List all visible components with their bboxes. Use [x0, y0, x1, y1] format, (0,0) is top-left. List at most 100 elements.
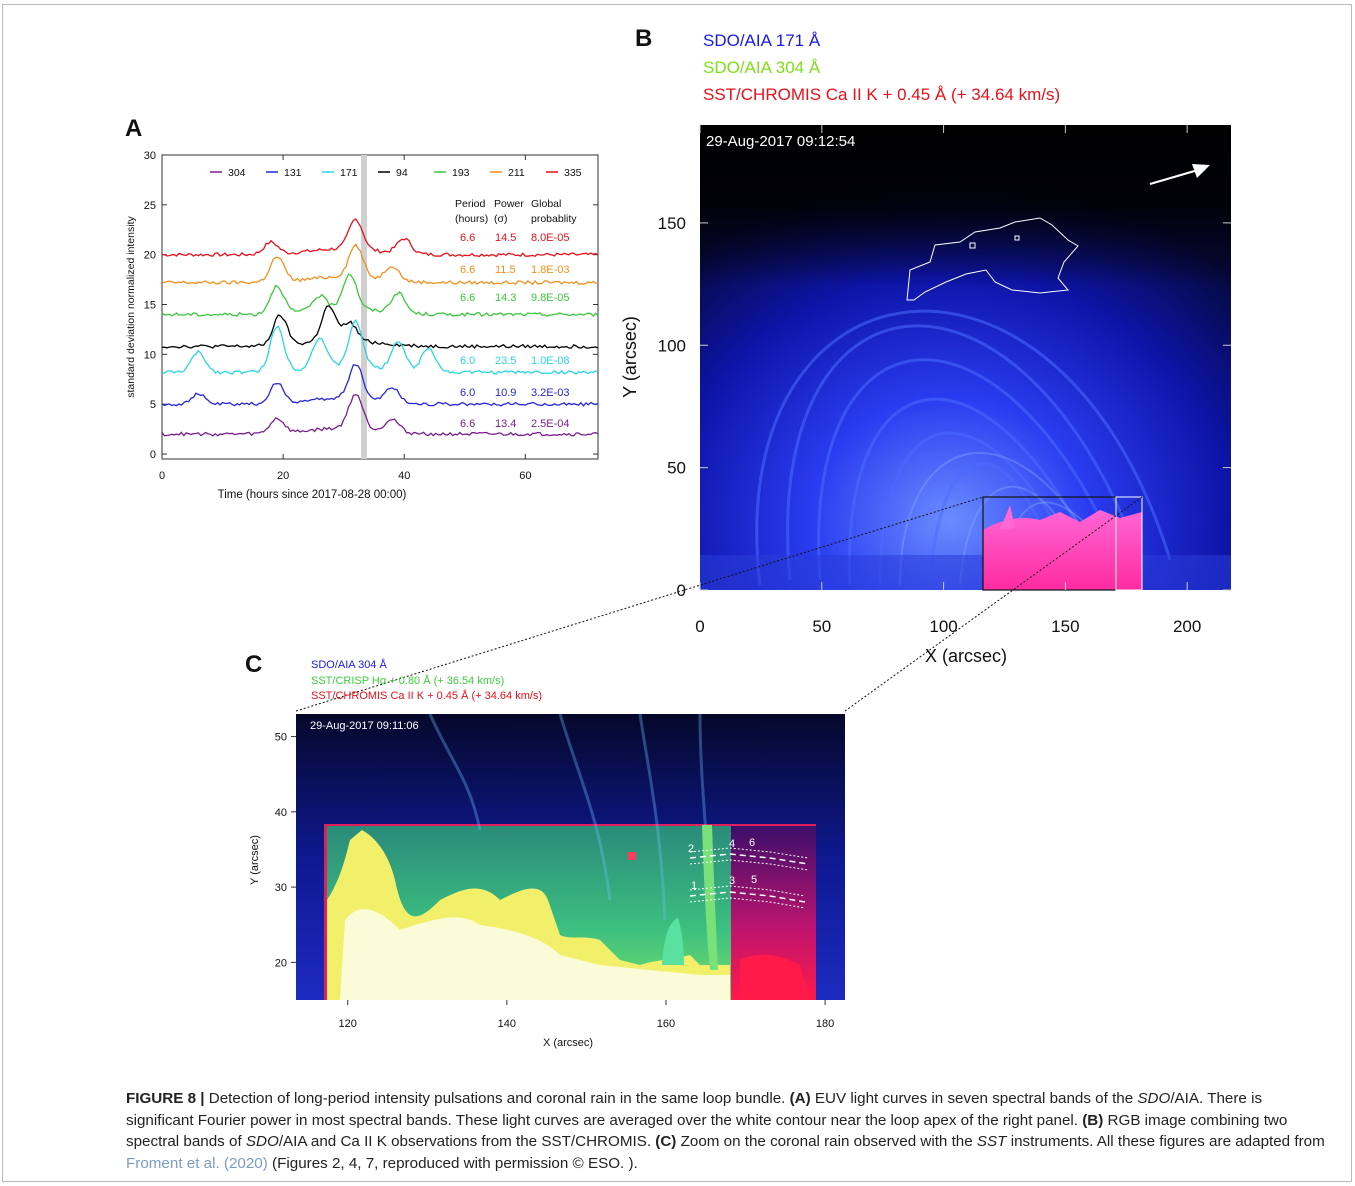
panel-c-legend-304: SDO/AIA 304 Å	[311, 658, 387, 671]
table-period-171: 6.0	[460, 355, 475, 367]
caption-c: (C)	[655, 1133, 677, 1150]
caption-text-1: Detection of long-period intensity pulsa…	[204, 1090, 790, 1107]
a-ytick-label: 0	[150, 449, 156, 461]
caption-text-4: RGB image combining two spectral bands o…	[126, 1111, 1288, 1151]
table-power-193: 14.3	[495, 292, 516, 304]
legend-label-94: 94	[396, 167, 408, 179]
panel-b-timestamp: 29-Aug-2017 09:12:54	[706, 133, 855, 150]
figure-graphic: A 304 131 171 94 193 211 335 Period Power Glob…	[125, 25, 1231, 1049]
slit-label-6: 6	[749, 837, 755, 849]
b-xtick-label: 200	[1173, 617, 1201, 636]
a-xtick-label: 20	[277, 470, 289, 482]
table-power-304: 13.4	[495, 418, 516, 430]
a-ytick-label: 20	[144, 250, 156, 262]
caption-sst: SST	[976, 1133, 1007, 1150]
figure-caption: FIGURE 8 | Detection of long-period inte…	[126, 1088, 1326, 1174]
table-power-171: 23.5	[495, 355, 516, 367]
a-xtick-label: 0	[159, 470, 165, 482]
table-header-power: Power	[494, 198, 524, 210]
b-xtick-label: 100	[929, 617, 957, 636]
series-94-line	[161, 305, 599, 350]
c-xtick-label: 140	[498, 1018, 516, 1030]
panel-a-letter: A	[125, 115, 142, 142]
a-ytick-label: 15	[144, 300, 156, 312]
table-header-hours: (hours)	[455, 213, 488, 225]
panel-c-xlabel: X (arcsec)	[543, 1037, 593, 1049]
b-ytick-label: 0	[677, 581, 686, 600]
table-probability-171: 1.0E-08	[531, 355, 570, 367]
legend-label-193: 193	[452, 167, 470, 179]
c-ytick-label: 40	[275, 807, 287, 819]
legend-label-171: 171	[340, 167, 358, 179]
panel-c-legend-halpha: SST/CRISP Hα + 0.80 Å (+ 36.54 km/s)	[311, 674, 504, 687]
table-probability-304: 2.5E-04	[531, 418, 570, 430]
panel-a-xlabel: Time (hours since 2017-08-28 00:00)	[218, 489, 407, 501]
caption-text-7: instruments. All these figures are adapt…	[1006, 1133, 1325, 1150]
table-period-193: 6.6	[460, 292, 475, 304]
figure-frame	[2, 4, 1352, 1182]
panel-b-image: 29-Aug-2017 09:12:54	[700, 125, 1231, 591]
caption-b: (B)	[1082, 1111, 1104, 1129]
caption-text-8: (Figures 2, 4, 7, reproduced with permis…	[267, 1154, 638, 1172]
c-ytick-label: 50	[275, 732, 287, 744]
zoom-line-right	[844, 496, 1143, 712]
panel-a-chart: 304 131 171 94 193 211 335 Period Power Global…	[125, 150, 599, 501]
table-power-211: 11.5	[495, 264, 516, 276]
caption-label: FIGURE 8 |	[126, 1090, 205, 1107]
table-header-period: Period	[455, 198, 486, 210]
panel-c-image: 1 2 3 4 5 6 29-Aug-2017 09:11:06	[296, 713, 845, 1000]
a-ytick-label: 5	[150, 399, 156, 411]
panel-c-letter: C	[245, 651, 262, 678]
table-probability-211: 1.8E-03	[531, 264, 570, 276]
legend-label-211: 211	[508, 167, 525, 179]
table-period-131: 6.0	[460, 387, 475, 399]
b-ytick-label: 50	[667, 459, 686, 478]
c-ytick-label: 30	[275, 882, 287, 894]
series-193-line	[161, 273, 599, 318]
caption-text-2: EUV light curves in seven spectral bands…	[810, 1090, 1138, 1107]
table-period-304: 6.6	[460, 418, 475, 430]
table-probability-193: 9.8E-05	[531, 292, 570, 304]
series-171-line	[161, 319, 598, 375]
caption-sdo-2: SDO	[245, 1133, 279, 1150]
table-period-211: 6.6	[460, 264, 475, 276]
panel-b-xlabel: X (arcsec)	[925, 646, 1007, 666]
caption-a: (A)	[789, 1090, 811, 1107]
a-xtick-label: 60	[519, 470, 531, 482]
slit-label-3: 3	[729, 875, 735, 887]
caption-text-3: /AIA. There is significant Fourier power…	[126, 1090, 1263, 1129]
legend-label-131: 131	[284, 167, 302, 179]
table-period-335: 6.6	[460, 232, 475, 244]
legend-label-304: 304	[228, 167, 246, 179]
caption-reference-link[interactable]: Froment et al. (2020)	[126, 1154, 268, 1172]
caption-sdo-1: SDO	[1137, 1090, 1171, 1107]
table-header-global: Global	[531, 198, 561, 210]
table-header-probability: probablity	[531, 213, 577, 225]
slit-label-1: 1	[691, 880, 697, 892]
table-power-131: 10.9	[495, 387, 516, 399]
series-131-line	[161, 364, 599, 407]
c-xtick-label: 180	[816, 1018, 834, 1030]
a-ytick-label: 10	[144, 349, 156, 361]
b-xtick-label: 0	[695, 617, 704, 636]
series-304-line	[161, 394, 599, 437]
table-power-335: 14.5	[495, 232, 516, 244]
series-335-line	[161, 218, 599, 258]
panel-b-ylabel: Y (arcsec)	[620, 316, 640, 398]
panel-b-legend-304: SDO/AIA 304 Å	[703, 58, 821, 77]
c-xtick-label: 160	[657, 1018, 675, 1030]
a-xtick-label: 40	[398, 470, 410, 482]
panel-a-ylabel: standard deviation normalized intensity	[125, 215, 137, 397]
slit-label-5: 5	[751, 874, 757, 886]
panel-c-timestamp: 29-Aug-2017 09:11:06	[310, 720, 419, 732]
a-ytick-label: 25	[144, 200, 156, 212]
caption-text-6: Zoom on the coronal rain observed with t…	[676, 1133, 977, 1150]
table-header-sigma: (σ)	[494, 213, 507, 225]
a-ytick-label: 30	[144, 150, 156, 162]
c-xtick-label: 120	[339, 1018, 357, 1030]
slit-label-4: 4	[729, 838, 735, 850]
b-ytick-label: 100	[658, 336, 686, 355]
panel-b-letter: B	[635, 25, 652, 52]
panel-c-legend-caiik: SST/CHROMIS Ca II K + 0.45 Å (+ 34.64 km…	[311, 689, 542, 702]
panel-b-legend-171: SDO/AIA 171 Å	[703, 31, 821, 50]
